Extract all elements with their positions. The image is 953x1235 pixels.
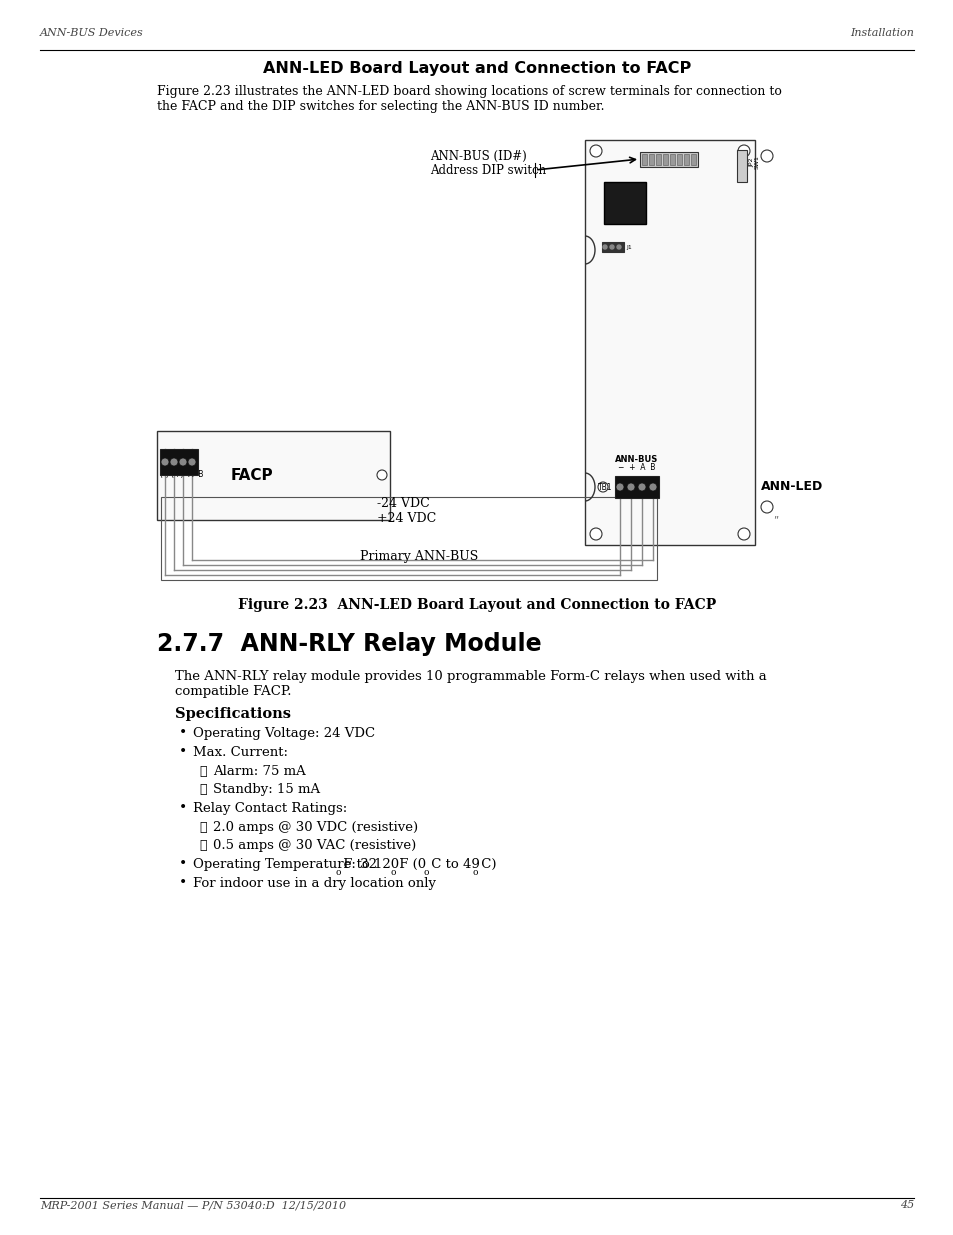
Circle shape [376, 471, 387, 480]
Text: Figure 2.23 illustrates the ANN-LED board showing locations of screw terminals f: Figure 2.23 illustrates the ANN-LED boar… [157, 85, 781, 98]
Circle shape [170, 458, 178, 466]
Circle shape [648, 483, 657, 492]
Bar [639, 152, 698, 167]
Text: The ANN-RLY relay module provides 10 programmable Form-C relays when used with a: The ANN-RLY relay module provides 10 pro… [174, 671, 766, 683]
Text: MRP-2001 Series Manual — P/N 53040:D  12/15/2010: MRP-2001 Series Manual — P/N 53040:D 12/… [40, 1200, 346, 1210]
Text: 45: 45 [899, 1200, 913, 1210]
Circle shape [188, 458, 195, 466]
Text: Specifications: Specifications [174, 706, 291, 721]
Circle shape [179, 458, 187, 466]
Circle shape [589, 144, 601, 157]
Circle shape [609, 245, 614, 249]
Text: Alarm: 75 mA: Alarm: 75 mA [213, 764, 305, 778]
Text: •: • [179, 726, 187, 740]
Text: ANN-BUS: ANN-BUS [615, 454, 658, 464]
Text: Installation: Installation [849, 28, 913, 38]
Bar [690, 154, 696, 165]
Text: F (0: F (0 [395, 858, 425, 871]
Text: TB1: TB1 [597, 483, 612, 492]
Text: C): C) [476, 858, 496, 871]
Text: FACP: FACP [231, 468, 273, 483]
Bar [641, 154, 646, 165]
Circle shape [760, 149, 772, 162]
Text: o: o [423, 868, 428, 877]
Circle shape [638, 483, 645, 492]
Bar [160, 450, 198, 475]
Text: 2.0 amps @ 30 VDC (resistive): 2.0 amps @ 30 VDC (resistive) [213, 821, 417, 834]
Bar [157, 431, 390, 520]
Text: Address DIP switch: Address DIP switch [430, 164, 545, 177]
Circle shape [589, 529, 601, 540]
Circle shape [161, 458, 169, 466]
Text: Relay Contact Ratings:: Relay Contact Ratings: [193, 802, 347, 815]
Text: ✓: ✓ [199, 783, 206, 797]
Text: Operating Voltage: 24 VDC: Operating Voltage: 24 VDC [193, 727, 375, 740]
Circle shape [760, 501, 772, 513]
Bar [584, 140, 754, 545]
Text: Primary ANN-BUS: Primary ANN-BUS [359, 550, 477, 563]
Bar [737, 149, 746, 182]
Circle shape [626, 483, 635, 492]
Text: F to 120: F to 120 [339, 858, 399, 871]
Text: •: • [179, 857, 187, 871]
Text: ✓: ✓ [199, 821, 206, 834]
Text: ANN-BUS Devices: ANN-BUS Devices [40, 28, 144, 38]
Circle shape [598, 482, 607, 492]
Bar [603, 182, 645, 224]
Text: •: • [179, 745, 187, 760]
Text: Operating Temperature: 32: Operating Temperature: 32 [193, 858, 376, 871]
Circle shape [738, 529, 749, 540]
Text: o: o [335, 868, 340, 877]
Text: 0.5 amps @ 30 VAC (resistive): 0.5 amps @ 30 VAC (resistive) [213, 839, 416, 852]
Text: +24 VDC: +24 VDC [376, 513, 436, 525]
Bar [669, 154, 675, 165]
Text: ✓: ✓ [199, 764, 206, 778]
Circle shape [738, 144, 749, 157]
Circle shape [617, 245, 620, 249]
Text: -24 VDC: -24 VDC [376, 496, 429, 510]
Bar [683, 154, 688, 165]
Text: compatible FACP.: compatible FACP. [174, 685, 292, 698]
Bar [161, 496, 657, 580]
Text: Figure 2.23  ANN-LED Board Layout and Connection to FACP: Figure 2.23 ANN-LED Board Layout and Con… [237, 598, 716, 613]
Text: For indoor use in a dry location only: For indoor use in a dry location only [193, 877, 436, 890]
Circle shape [616, 483, 623, 492]
Text: ANN-BUS (ID#): ANN-BUS (ID#) [430, 149, 526, 163]
Text: ANN-LED Board Layout and Connection to FACP: ANN-LED Board Layout and Connection to F… [263, 61, 690, 77]
Text: Max. Current:: Max. Current: [193, 746, 288, 760]
Text: −  +  A  B: − + A B [618, 463, 655, 472]
Bar [648, 154, 654, 165]
Text: ANN-LED: ANN-LED [760, 480, 822, 494]
Circle shape [602, 245, 606, 249]
Text: J1: J1 [625, 245, 631, 249]
Text: JP2: JP2 [748, 157, 753, 167]
Text: ✓: ✓ [199, 839, 206, 852]
Bar [662, 154, 667, 165]
Text: •: • [179, 802, 187, 815]
Text: (-) (+)  A  B: (-) (+) A B [160, 471, 203, 479]
Text: Standby: 15 mA: Standby: 15 mA [213, 783, 320, 797]
Text: o: o [473, 868, 477, 877]
Text: SW1: SW1 [754, 156, 760, 169]
Bar [615, 475, 659, 498]
Bar [677, 154, 681, 165]
Text: ”: ” [772, 515, 778, 525]
Text: o: o [391, 868, 395, 877]
Bar [601, 242, 623, 252]
Text: the FACP and the DIP switches for selecting the ANN-BUS ID number.: the FACP and the DIP switches for select… [157, 100, 604, 112]
Bar [656, 154, 660, 165]
Text: •: • [179, 876, 187, 890]
Text: C to 49: C to 49 [427, 858, 479, 871]
Text: 2.7.7  ANN-RLY Relay Module: 2.7.7 ANN-RLY Relay Module [157, 632, 541, 656]
